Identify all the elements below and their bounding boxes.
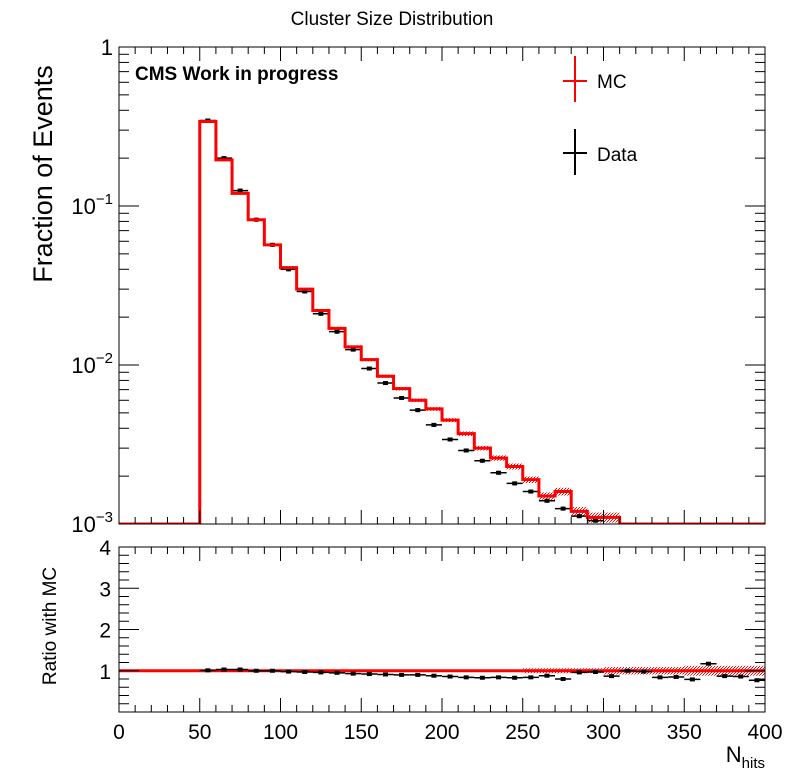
ratio-point (425, 673, 442, 678)
x-axis-label: Nhits (726, 742, 765, 772)
ratio-point (490, 675, 507, 680)
data-point (312, 311, 329, 316)
ratio-point (603, 674, 620, 679)
ratio-y-tick-label: 2 (99, 620, 111, 643)
ratio-point (328, 670, 346, 675)
ratio-point (377, 672, 394, 677)
ratio-point (442, 674, 459, 679)
data-point (571, 514, 588, 519)
legend-entry-mc: MC (563, 56, 627, 102)
data-point (458, 448, 475, 453)
data-point (522, 489, 539, 494)
ratio-point (684, 677, 701, 682)
ratio-point (732, 674, 749, 679)
x-tick-label: 100 (263, 721, 298, 744)
ratio-point (668, 674, 685, 679)
ratio-point (458, 675, 475, 680)
data-point (377, 381, 394, 386)
ratio-point (215, 667, 233, 672)
ratio-point (700, 661, 717, 666)
ratio-point (748, 678, 765, 683)
data-points (199, 118, 604, 523)
x-tick-label: 150 (344, 721, 379, 744)
ratio-point (651, 675, 669, 680)
data-point (490, 470, 507, 475)
data-point (393, 396, 410, 401)
y-tick-label: 10−3 (71, 509, 113, 537)
ratio-point (361, 672, 378, 677)
ratio-point (587, 669, 604, 674)
data-point (442, 437, 459, 442)
x-tick-label: 200 (424, 721, 459, 744)
ratio-point (409, 672, 426, 677)
data-point (361, 366, 378, 371)
ratio-point (506, 675, 523, 680)
data-point (555, 506, 572, 511)
x-tick-label: 300 (586, 721, 621, 744)
ratio-point (393, 672, 410, 677)
ratio-panel: 0 50 100 150 200 250 300 350 400 1 2 3 4 Ratio with… (40, 537, 783, 772)
ratio-point (571, 670, 588, 675)
ratio-y-tick-label: 3 (99, 578, 111, 601)
data-point (538, 498, 556, 503)
x-axis-label-sub: hits (742, 755, 765, 772)
ratio-point (232, 667, 249, 672)
ratio-points (199, 661, 765, 683)
ratio-point (522, 675, 539, 680)
ratio-x-ticks: 0 50 100 150 200 250 300 350 400 (113, 547, 783, 744)
x-axis-label-main: N (726, 742, 742, 767)
ratio-point (296, 669, 313, 674)
legend-entry-data: Data (563, 129, 638, 175)
legend: MC Data (563, 56, 638, 175)
ratio-y-ticks: 1 2 3 4 (99, 537, 765, 705)
y-tick-label: 10−2 (71, 350, 113, 378)
data-point (409, 408, 426, 413)
data-point (425, 422, 442, 427)
legend-mc-label: MC (597, 72, 627, 93)
ratio-y-tick-label: 1 (99, 661, 111, 684)
mc-histogram (119, 119, 765, 524)
legend-data-label: Data (597, 145, 638, 166)
ratio-point (199, 668, 216, 673)
ratio-point (538, 673, 556, 678)
ratio-point (280, 669, 297, 674)
ratio-point (248, 668, 265, 673)
ratio-y-tick-label: 4 (99, 537, 111, 560)
ratio-point (716, 674, 733, 679)
ratio-point (555, 677, 572, 681)
cms-annotation: CMS Work in progress (135, 64, 338, 85)
ratio-point (312, 670, 329, 675)
main-panel-frame (118, 46, 766, 525)
x-tick-label: 50 (188, 721, 211, 744)
top-x-ticks (118, 47, 766, 524)
data-point (587, 518, 604, 523)
ratio-point (619, 668, 636, 673)
y-axis-label: Fraction of Events (28, 65, 58, 283)
x-tick-label: 400 (747, 721, 782, 744)
x-tick-label: 0 (113, 721, 125, 744)
chart-title: Cluster Size Distribution (291, 9, 494, 30)
main-panel: 1 10−1 10−2 10−3 Fraction of Events CMS Wor… (28, 35, 766, 537)
y-tick-label: 10−1 (71, 191, 113, 219)
y-tick-label: 1 (101, 35, 113, 60)
ratio-point (264, 668, 281, 673)
ratio-y-axis-label: Ratio with MC (40, 567, 61, 685)
data-point (506, 481, 523, 486)
data-point (474, 458, 491, 463)
x-tick-label: 350 (667, 721, 702, 744)
ratio-point (474, 675, 491, 680)
mc-uncertainty-band (199, 120, 620, 523)
ratio-point (345, 671, 362, 676)
top-y-ticks: 1 10−1 10−2 10−3 (71, 35, 765, 537)
data-point (328, 329, 346, 334)
x-tick-label: 250 (505, 721, 540, 744)
ratio-point (635, 669, 652, 674)
ratio-panel-frame (118, 546, 766, 713)
